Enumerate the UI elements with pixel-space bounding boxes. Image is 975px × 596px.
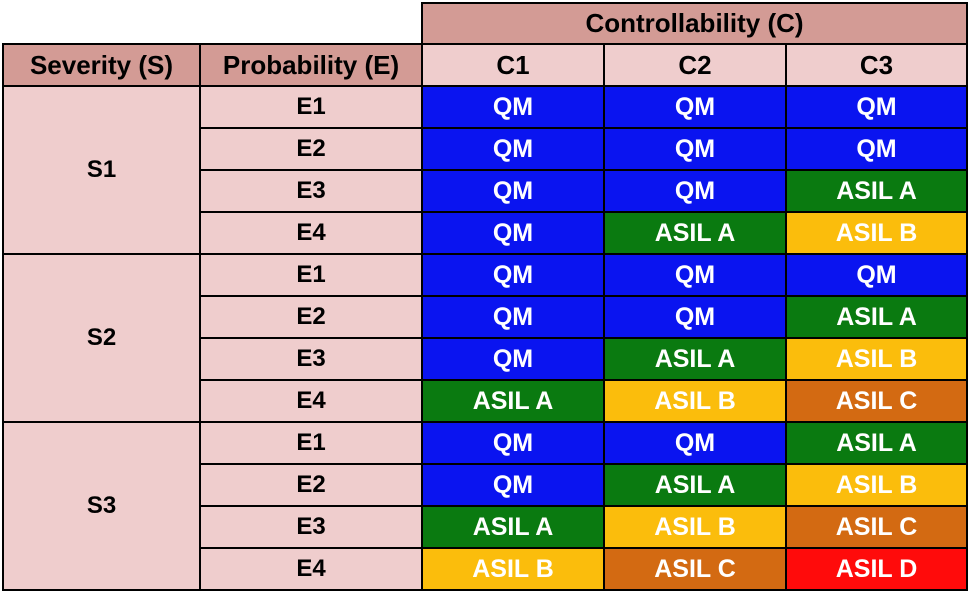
- severity-level-s3: S3: [2, 421, 201, 591]
- probability-header: Probability (E): [199, 43, 423, 87]
- asil-result-cell: QM: [421, 85, 605, 129]
- probability-level: E2: [199, 295, 423, 339]
- controllability-level-c3: C3: [785, 43, 968, 87]
- asil-result-cell: QM: [421, 169, 605, 213]
- probability-level: E3: [199, 169, 423, 213]
- asil-result-cell: QM: [421, 211, 605, 255]
- probability-level: E1: [199, 85, 423, 129]
- asil-result-cell: QM: [421, 337, 605, 381]
- severity-level-s1: S1: [2, 85, 201, 255]
- asil-result-cell: QM: [603, 295, 787, 339]
- asil-result-cell: QM: [421, 127, 605, 171]
- asil-result-cell: ASIL A: [421, 505, 605, 549]
- asil-result-cell: ASIL A: [785, 169, 968, 213]
- controllability-level-c2: C2: [603, 43, 787, 87]
- asil-result-cell: QM: [603, 169, 787, 213]
- asil-result-cell: ASIL B: [421, 547, 605, 591]
- asil-result-cell: ASIL D: [785, 547, 968, 591]
- asil-result-cell: QM: [421, 295, 605, 339]
- probability-level: E1: [199, 253, 423, 297]
- asil-result-cell: ASIL C: [603, 547, 787, 591]
- asil-result-cell: QM: [785, 253, 968, 297]
- asil-result-cell: ASIL C: [785, 505, 968, 549]
- probability-level: E4: [199, 211, 423, 255]
- asil-result-cell: QM: [603, 85, 787, 129]
- asil-result-cell: ASIL A: [421, 379, 605, 423]
- asil-result-cell: ASIL A: [785, 421, 968, 465]
- asil-result-cell: QM: [421, 463, 605, 507]
- asil-result-cell: ASIL B: [785, 337, 968, 381]
- asil-result-cell: ASIL B: [603, 505, 787, 549]
- asil-result-cell: QM: [603, 127, 787, 171]
- asil-result-cell: QM: [421, 253, 605, 297]
- probability-level: E3: [199, 505, 423, 549]
- probability-level: E4: [199, 379, 423, 423]
- asil-result-cell: ASIL B: [785, 463, 968, 507]
- asil-result-cell: ASIL B: [785, 211, 968, 255]
- probability-level: E3: [199, 337, 423, 381]
- asil-result-cell: ASIL C: [785, 379, 968, 423]
- asil-result-cell: ASIL A: [603, 211, 787, 255]
- probability-level: E1: [199, 421, 423, 465]
- probability-level: E2: [199, 463, 423, 507]
- asil-result-cell: ASIL A: [785, 295, 968, 339]
- asil-result-cell: ASIL A: [603, 463, 787, 507]
- asil-result-cell: ASIL B: [603, 379, 787, 423]
- severity-level-s2: S2: [2, 253, 201, 423]
- probability-level: E4: [199, 547, 423, 591]
- corner-spacer: [2, 2, 423, 45]
- controllability-level-c1: C1: [421, 43, 605, 87]
- asil-result-cell: QM: [603, 421, 787, 465]
- probability-level: E2: [199, 127, 423, 171]
- asil-result-cell: QM: [785, 85, 968, 129]
- severity-header: Severity (S): [2, 43, 201, 87]
- asil-result-cell: QM: [785, 127, 968, 171]
- asil-result-cell: QM: [421, 421, 605, 465]
- asil-result-cell: ASIL A: [603, 337, 787, 381]
- controllability-header: Controllability (C): [421, 2, 968, 45]
- asil-result-cell: QM: [603, 253, 787, 297]
